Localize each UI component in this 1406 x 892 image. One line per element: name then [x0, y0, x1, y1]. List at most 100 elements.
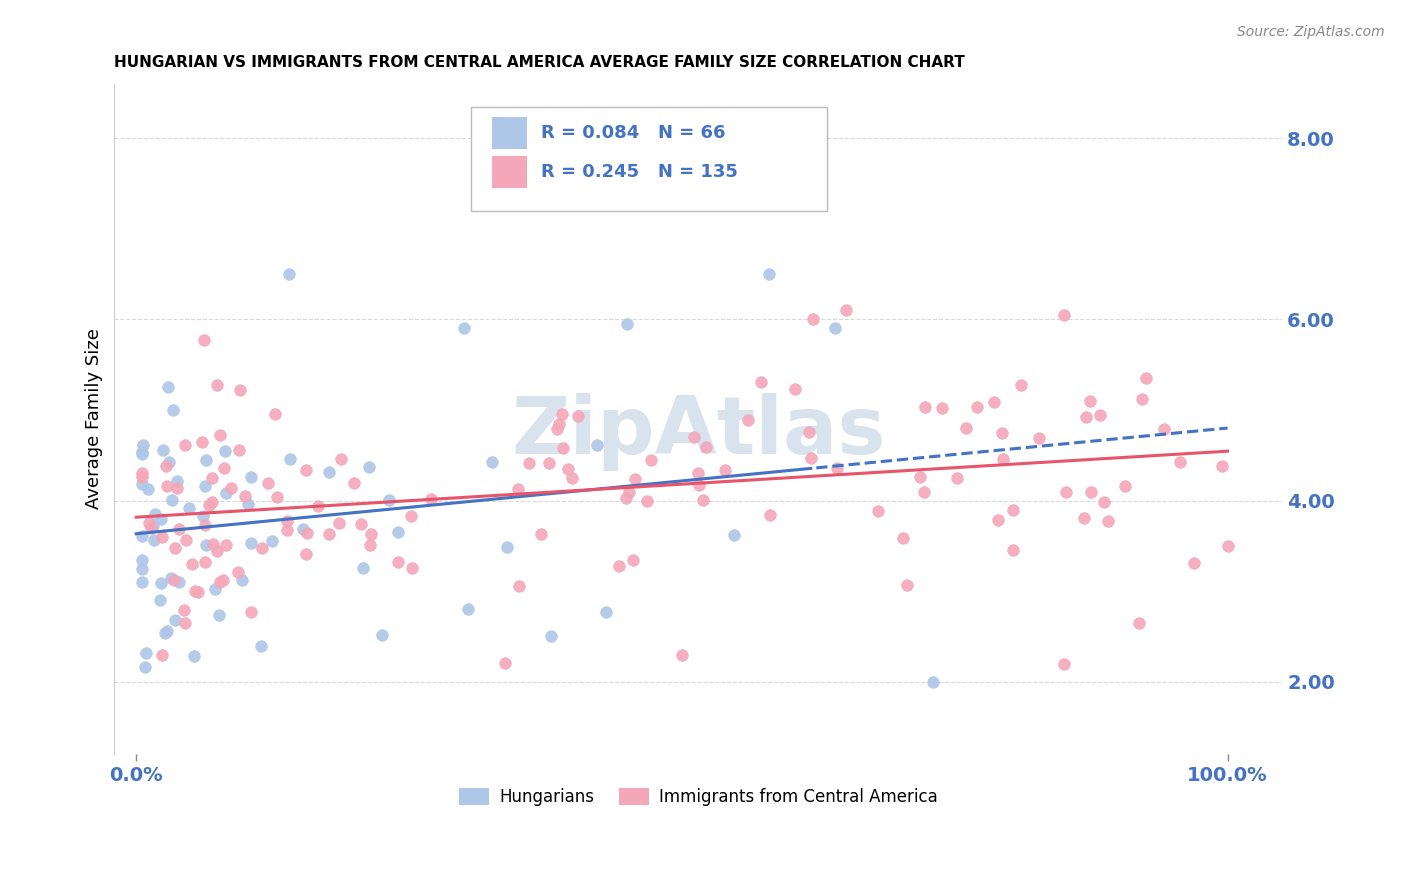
Point	[163, 573, 186, 587]
Point	[135, 647, 157, 661]
Point	[453, 321, 475, 335]
Point	[797, 425, 820, 439]
Point	[1010, 378, 1032, 392]
Point	[229, 383, 252, 397]
Point	[211, 573, 233, 587]
Point	[548, 417, 571, 431]
Point	[131, 467, 153, 481]
Point	[966, 400, 988, 414]
Point	[307, 499, 329, 513]
Point	[131, 529, 153, 543]
Point	[149, 512, 172, 526]
Point	[695, 440, 717, 454]
Point	[636, 494, 658, 508]
Point	[800, 450, 823, 465]
Point	[517, 194, 540, 209]
Point	[551, 441, 574, 455]
Point	[193, 333, 215, 347]
Point	[991, 425, 1014, 440]
Point	[1001, 503, 1024, 517]
Point	[607, 558, 630, 573]
Point	[239, 605, 262, 619]
Point	[131, 447, 153, 461]
Point	[173, 603, 195, 617]
Point	[1182, 556, 1205, 570]
Text: ZipAtlas: ZipAtlas	[510, 393, 886, 471]
Point	[169, 575, 191, 590]
Point	[914, 400, 936, 414]
Point	[896, 578, 918, 592]
Point	[561, 471, 583, 485]
Point	[359, 538, 381, 552]
Point	[1168, 455, 1191, 469]
Point	[508, 483, 530, 497]
Point	[723, 528, 745, 542]
Point	[318, 527, 340, 541]
Point	[758, 267, 780, 281]
Point	[162, 403, 184, 417]
Text: HUNGARIAN VS IMMIGRANTS FROM CENTRAL AMERICA AVERAGE FAMILY SIZE CORRELATION CHA: HUNGARIAN VS IMMIGRANTS FROM CENTRAL AME…	[114, 55, 965, 70]
Point	[252, 541, 274, 555]
Point	[214, 461, 236, 475]
Point	[931, 401, 953, 415]
Point	[1128, 615, 1150, 630]
Point	[1092, 495, 1115, 509]
Point	[595, 605, 617, 619]
Point	[616, 491, 638, 506]
Point	[551, 407, 574, 421]
Point	[621, 553, 644, 567]
Point	[737, 412, 759, 426]
Point	[714, 463, 737, 477]
Point	[294, 547, 316, 561]
Point	[149, 592, 172, 607]
Point	[160, 571, 183, 585]
Point	[1080, 485, 1102, 500]
Point	[801, 312, 824, 326]
Point	[343, 475, 366, 490]
Point	[166, 481, 188, 495]
Point	[276, 524, 298, 538]
Point	[214, 444, 236, 458]
Point	[165, 541, 187, 556]
Point	[640, 453, 662, 467]
Point	[387, 524, 409, 539]
Point	[825, 460, 848, 475]
Point	[420, 492, 443, 507]
Point	[893, 531, 915, 545]
Legend: Hungarians, Immigrants from Central America: Hungarians, Immigrants from Central Amer…	[453, 781, 945, 813]
Point	[215, 538, 238, 552]
Point	[152, 442, 174, 457]
Point	[494, 656, 516, 670]
Point	[180, 557, 202, 571]
Point	[131, 477, 153, 491]
Point	[194, 538, 217, 552]
Point	[1054, 485, 1077, 500]
Y-axis label: Average Family Size: Average Family Size	[86, 328, 103, 509]
Point	[174, 533, 197, 547]
Point	[131, 445, 153, 459]
Point	[131, 470, 153, 484]
Point	[201, 471, 224, 485]
Text: R = 0.084   N = 66: R = 0.084 N = 66	[541, 124, 725, 142]
Point	[1130, 392, 1153, 406]
Point	[198, 498, 221, 512]
Point	[1001, 542, 1024, 557]
Point	[1073, 511, 1095, 525]
Point	[157, 455, 180, 469]
Point	[908, 470, 931, 484]
Point	[1211, 459, 1233, 474]
Point	[214, 485, 236, 500]
Point	[759, 508, 782, 523]
Point	[983, 395, 1005, 409]
Point	[1074, 409, 1097, 424]
Point	[226, 565, 249, 579]
Point	[278, 267, 301, 281]
Point	[150, 648, 173, 662]
Point	[297, 526, 319, 541]
Point	[155, 478, 177, 492]
Point	[155, 459, 177, 474]
Point	[240, 536, 263, 550]
Point	[138, 483, 160, 497]
Point	[238, 497, 260, 511]
Point	[142, 519, 165, 533]
